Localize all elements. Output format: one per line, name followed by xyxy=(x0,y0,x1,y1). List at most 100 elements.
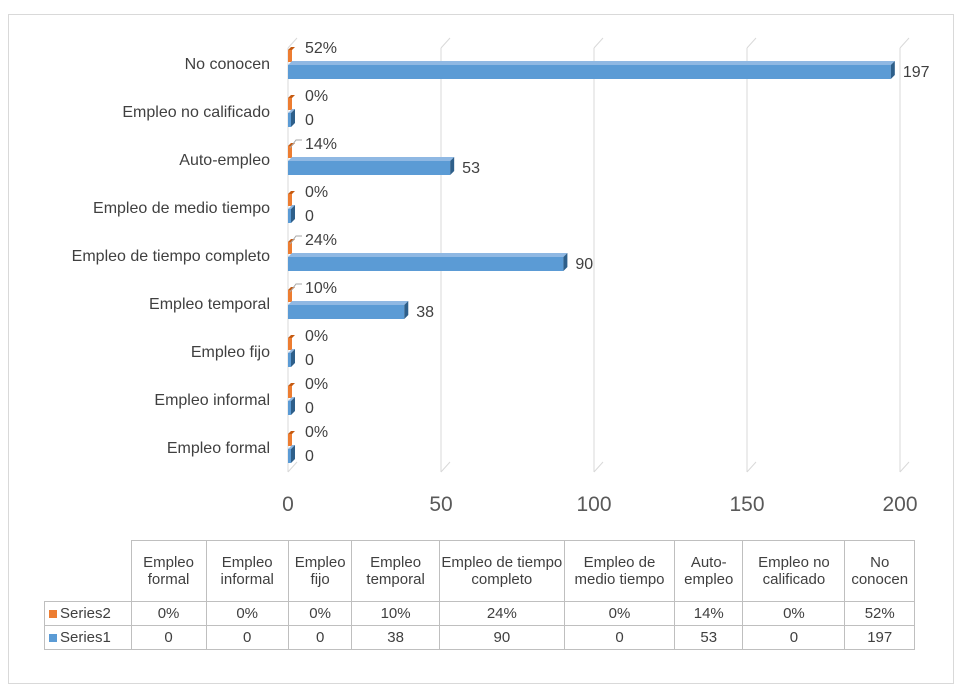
legend-swatch xyxy=(49,610,57,619)
series1-bar xyxy=(288,209,291,223)
table-cell: 0% xyxy=(287,601,353,626)
series1-bar xyxy=(288,65,891,79)
table-cell: 0% xyxy=(205,601,289,626)
category-label: Empleo de medio tiempo xyxy=(93,200,270,217)
table-header-row: Empleo formal Empleo informal Empleo fijo E… xyxy=(44,540,915,602)
series2-value-label: 10% xyxy=(305,280,337,297)
series1-value-label: 0 xyxy=(305,400,314,417)
series2-value-label: 0% xyxy=(305,376,328,393)
series2-value-label: 0% xyxy=(305,424,328,441)
table-column-header: Empleo temporal xyxy=(351,540,440,602)
table-cell: 0 xyxy=(287,625,353,650)
table-cell: 14% xyxy=(674,601,744,626)
series1-bar-top xyxy=(288,397,295,401)
series2-bar xyxy=(288,98,292,110)
series1-bar-top xyxy=(288,445,295,449)
category-label: No conocen xyxy=(185,56,270,73)
series1-bar-top xyxy=(288,205,295,209)
table-cell: 0 xyxy=(130,625,207,650)
series1-bar-side xyxy=(291,205,295,223)
table-cell: 0% xyxy=(742,601,846,626)
category-label: Empleo temporal xyxy=(149,296,270,313)
table-cell: 24% xyxy=(438,601,565,626)
table-column-header: Empleo formal xyxy=(130,540,207,602)
series1-bar-side xyxy=(291,109,295,127)
table-column-header: No conocen xyxy=(844,540,915,602)
series1-bar-side xyxy=(291,445,295,463)
series2-value-label: 0% xyxy=(305,88,328,105)
bar-chart: 0 50 100 150 200 Empleo formal 0% 0 Empleo infor… xyxy=(72,37,930,516)
series1-value-label: 0 xyxy=(305,448,314,465)
gridline-floor xyxy=(593,461,604,473)
series1-value-label: 0 xyxy=(305,352,314,369)
series1-bar xyxy=(288,113,291,127)
series2-bar xyxy=(288,146,292,158)
table-column-header: Empleo de medio tiempo xyxy=(563,540,676,602)
table-cell: 0% xyxy=(563,601,676,626)
series1-bar-side xyxy=(291,397,295,415)
table-cell: 0 xyxy=(742,625,846,650)
series2-bar xyxy=(288,338,292,350)
gridline-floor xyxy=(287,461,298,473)
series1-value-label: 38 xyxy=(416,304,434,321)
series2-value-label: 0% xyxy=(305,328,328,345)
series1-bar-side xyxy=(890,61,895,79)
table-cell: 197 xyxy=(844,625,915,650)
table-series-name: Series1 xyxy=(44,625,132,650)
series2-bar xyxy=(288,434,292,446)
series2-bar-top xyxy=(288,47,295,50)
series1-value-label: 197 xyxy=(903,64,930,81)
gridline-top xyxy=(746,37,757,49)
gridline-floor xyxy=(899,461,910,473)
series2-bar-top xyxy=(288,431,295,434)
label-leader-line xyxy=(289,283,302,293)
series2-bar xyxy=(288,50,292,62)
series1-value-label: 53 xyxy=(462,160,480,177)
label-leader-line xyxy=(289,235,302,245)
category-label: Empleo no calificado xyxy=(122,104,270,121)
table-series-name: Series2 xyxy=(44,601,132,626)
label-leader-line xyxy=(289,139,302,149)
category-label: Empleo fijo xyxy=(191,344,270,361)
x-tick-label: 100 xyxy=(576,493,611,516)
series2-bar xyxy=(288,242,292,254)
series2-bar-top xyxy=(288,383,295,386)
series1-bar xyxy=(288,449,291,463)
series1-bar-top xyxy=(288,253,568,257)
chart-frame xyxy=(8,14,954,684)
table-column-header: Auto-empleo xyxy=(674,540,744,602)
series1-bar-top xyxy=(288,349,295,353)
gridline-floor xyxy=(440,461,451,473)
series2-value-label: 0% xyxy=(305,184,328,201)
table-column-header: Empleo fijo xyxy=(287,540,353,602)
legend-swatch xyxy=(49,634,57,643)
series2-bar xyxy=(288,290,292,302)
category-label: Empleo formal xyxy=(167,440,270,457)
gridline-floor xyxy=(746,461,757,473)
x-tick-label: 150 xyxy=(729,493,764,516)
series1-bar xyxy=(288,257,564,271)
series2-value-label: 52% xyxy=(305,40,337,57)
series1-bar-top xyxy=(288,61,895,65)
series1-bar xyxy=(288,305,405,319)
series1-bar-top xyxy=(288,109,295,113)
table-cell: 0 xyxy=(205,625,289,650)
series1-bar-side xyxy=(291,349,295,367)
series2-value-label: 14% xyxy=(305,136,337,153)
series1-bar-side xyxy=(404,301,409,319)
series2-bar-top xyxy=(288,95,295,98)
series1-value-label: 0 xyxy=(305,208,314,225)
table-cell: 90 xyxy=(438,625,565,650)
x-tick-label: 200 xyxy=(882,493,917,516)
series1-bar-top xyxy=(288,301,409,305)
series2-bar-top xyxy=(288,191,295,194)
data-table: Empleo formal Empleo informal Empleo fijo E… xyxy=(44,540,915,650)
table-row: Series2 0% 0% 0% 10% 24% 0% 14% 0% 52% xyxy=(44,601,915,626)
category-label: Empleo de tiempo completo xyxy=(72,248,270,265)
series1-bar-side xyxy=(450,157,455,175)
category-label: Auto-empleo xyxy=(179,152,270,169)
gridline-top xyxy=(440,37,451,49)
series1-value-label: 90 xyxy=(575,256,593,273)
gridline-top xyxy=(593,37,604,49)
series1-bar xyxy=(288,401,291,415)
